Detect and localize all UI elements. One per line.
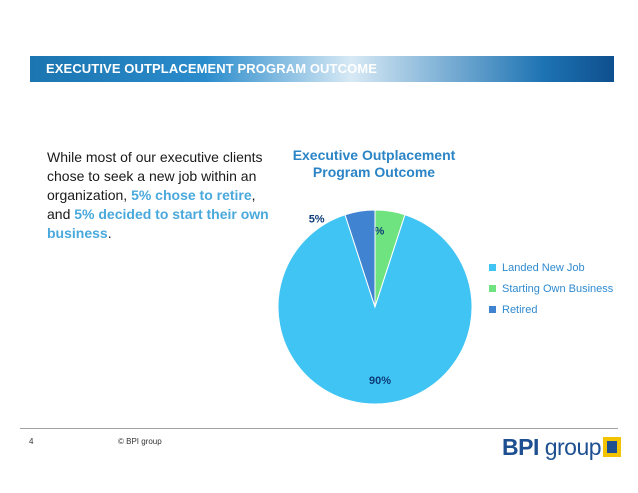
chart-title-line-1: Executive Outplacement (292, 147, 456, 163)
summary-paragraph: While most of our executive clients chos… (47, 148, 282, 243)
highlight-text: 5% chose to retire (131, 187, 252, 203)
paragraph-text: , and (47, 187, 256, 222)
legend-item: Retired (489, 299, 613, 320)
legend-swatch (489, 306, 496, 313)
logo-mark-icon (603, 437, 622, 457)
logo-text-bold: BPI (502, 433, 539, 460)
logo-text: BPI group (502, 433, 602, 461)
legend-item: Landed New Job (489, 257, 613, 278)
page-number: 4 (29, 437, 34, 446)
paragraph-text: While most of our executive clients chos… (47, 149, 263, 203)
legend-label: Starting Own Business (502, 282, 614, 295)
highlight-text: 5% decided to start their own business (47, 206, 269, 241)
pie-slice-retired (344, 209, 376, 308)
legend-swatch (489, 285, 496, 292)
legend-label: Retired (502, 303, 538, 316)
copyright-text: © BPI group (118, 437, 162, 446)
slide-title-bar: EXECUTIVE OUTPLACEMENT PROGRAM OUTCOME (30, 56, 614, 82)
chart-legend: Landed New Job Starting Own Business Retir… (489, 257, 613, 320)
legend-label: Landed New Job (502, 261, 585, 274)
bpi-group-logo: BPI group (502, 432, 622, 462)
footer-divider (20, 428, 618, 429)
pie-slice-landed-new-job (277, 214, 473, 405)
chart-title-line-2: Program Outcome (312, 164, 436, 180)
paragraph-text: . (107, 225, 112, 241)
legend-item: Starting Own Business (489, 278, 613, 299)
legend-swatch (489, 264, 496, 271)
chart-title: Executive Outplacement Program Outcome (276, 147, 472, 181)
pie-label-landed-new-job: 90% (369, 375, 391, 387)
slide-title: EXECUTIVE OUTPLACEMENT PROGRAM OUTCOME (46, 61, 377, 76)
logo-text-regular: group (538, 433, 602, 460)
pie-label-retired: 5% (309, 214, 325, 226)
